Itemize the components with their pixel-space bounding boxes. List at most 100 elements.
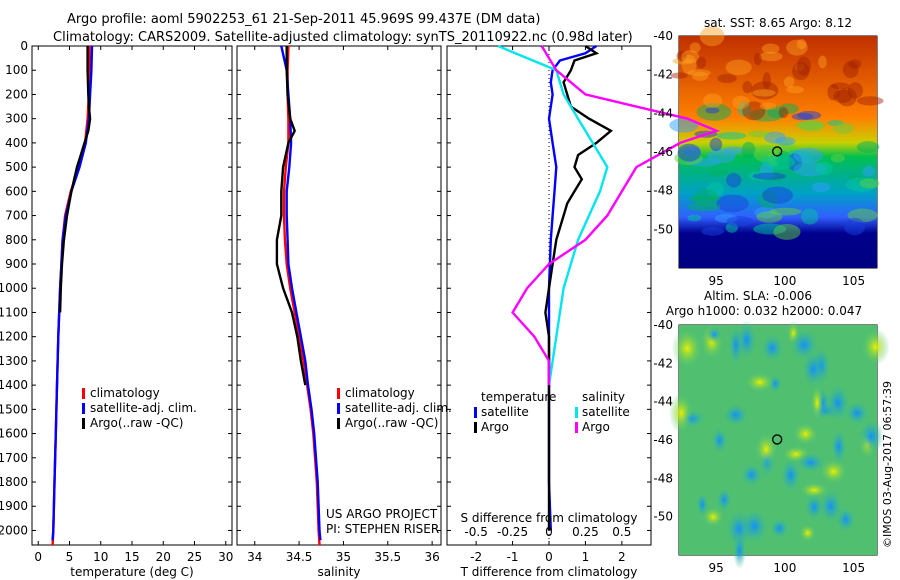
depth-tick-label: 700 — [5, 209, 28, 223]
depth-tick-label: 1000 — [0, 281, 28, 295]
sst-map-patch — [752, 89, 776, 97]
sla-map-eddy — [780, 457, 802, 494]
map-x-tick-label: 100 — [773, 274, 796, 288]
legend-swatch — [337, 403, 340, 414]
sst-map-patch — [848, 59, 862, 69]
sst-map-patch — [796, 38, 807, 50]
sst-map-patch — [794, 63, 805, 72]
depth-tick-label: 0 — [20, 39, 28, 53]
x-axis-label: temperature (deg C) — [70, 565, 193, 579]
sst-map-patch — [672, 57, 693, 65]
series-line-3-3 — [497, 44, 609, 386]
sst-map-patch — [687, 214, 702, 222]
x-tick-label: 25 — [187, 550, 202, 564]
sla-map-eddy — [798, 481, 830, 499]
sla-map-eddy — [804, 493, 825, 521]
sla-map-eddy — [716, 487, 733, 513]
sst-map-patch — [701, 226, 725, 236]
x-tick-label: 35.5 — [374, 550, 401, 564]
x-tick-label: 2 — [618, 550, 626, 564]
depth-tick-label: 400 — [5, 136, 28, 150]
sst-map-patch — [811, 182, 831, 193]
depth-tick-label: 1900 — [0, 499, 28, 513]
legend-swatch — [82, 388, 85, 399]
sst-map-patch — [726, 173, 742, 188]
sst-map-patch — [716, 194, 749, 213]
sst-map-patch — [670, 72, 688, 79]
map-y-tick-label: -40 — [653, 29, 673, 43]
sst-map-patch — [752, 172, 787, 180]
sla-map-eddy — [740, 508, 769, 545]
legend-label: climatology — [345, 386, 415, 400]
map-x-tick-label: 100 — [773, 561, 796, 575]
legend-swatch — [474, 422, 477, 433]
depth-tick-label: 1200 — [0, 330, 28, 344]
sst-map-patch — [783, 76, 795, 88]
argo-position-marker — [772, 146, 783, 157]
legend-label: satellite-adj. clim. — [345, 401, 452, 415]
depth-tick-label: 300 — [5, 112, 28, 126]
sst-map-patch — [862, 165, 876, 177]
legend-heading-temperature: temperature — [481, 390, 556, 404]
legend-swatch — [575, 422, 578, 433]
legend-swatch — [82, 418, 85, 429]
sst-map-patch — [856, 96, 884, 106]
sst-map-patch — [692, 71, 709, 81]
map-x-tick-label: 95 — [708, 274, 723, 288]
sla-map-eddy — [860, 328, 890, 366]
sla-map-eddy — [760, 333, 785, 363]
x-tick-label: 36 — [424, 550, 439, 564]
legend-swatch — [337, 388, 340, 399]
map-y-tick-label: -44 — [653, 106, 673, 120]
x-tick-label-top: 0.5 — [612, 525, 631, 539]
x-tick-label-top: 0.25 — [572, 525, 599, 539]
sla-map-eddy — [858, 418, 885, 454]
sst-map-patch — [796, 56, 811, 76]
sla-map-eddy — [830, 428, 847, 465]
sst-map-patch — [793, 147, 824, 164]
sst-map-patch — [827, 84, 840, 101]
legend-label: Argo — [481, 420, 509, 434]
sst-map-patch — [677, 143, 701, 162]
depth-tick-label: 1500 — [0, 402, 28, 416]
sla-map-eddy — [801, 350, 825, 388]
map-y-tick-label: -46 — [653, 145, 673, 159]
sst-map-patch — [687, 69, 712, 77]
sst-map-title: sat. SST: 8.65 Argo: 8.12 — [704, 16, 852, 30]
x-tick-label-top: -0.5 — [464, 525, 487, 539]
sst-map-patch — [702, 93, 723, 108]
map-x-tick-label: 105 — [842, 561, 865, 575]
sla-map-eddy — [844, 400, 870, 426]
sla-map-eddy — [795, 451, 826, 474]
series-line-2-3 — [275, 46, 307, 386]
sst-map-patch — [669, 118, 699, 133]
sst-map-patch — [830, 82, 850, 90]
sst-map-patch — [859, 178, 880, 189]
sst-map-patch — [762, 72, 771, 90]
legend-label: Argo(..raw -QC) — [90, 416, 183, 430]
sla-map-eddy — [740, 462, 764, 487]
sst-map-patch — [761, 154, 796, 170]
legend-label: climatology — [90, 386, 160, 400]
sst-map-patch — [696, 56, 707, 69]
sst-map-patch — [759, 102, 777, 110]
sst-map-patch — [709, 137, 723, 151]
sla-map-eddy — [701, 506, 725, 528]
depth-tick-label: 1400 — [0, 378, 28, 392]
map-x-tick-label: 105 — [842, 274, 865, 288]
legend-swatch — [82, 403, 85, 414]
sst-map-patch — [815, 161, 833, 176]
sla-map-eddy — [819, 458, 849, 485]
sst-map-patch — [751, 81, 779, 100]
legend-label: satellite — [582, 405, 630, 419]
depth-tick-label: 500 — [5, 160, 28, 174]
sst-map-patch — [844, 217, 866, 236]
sla-map-eddy — [711, 427, 728, 454]
x-tick-label: 15 — [124, 550, 139, 564]
sla-map-eddy — [671, 327, 703, 370]
x-tick-label: 5 — [66, 550, 74, 564]
sst-map-patch — [748, 130, 770, 138]
x-axis-label: T difference from climatology — [460, 565, 638, 579]
sst-map-patch — [833, 89, 852, 104]
